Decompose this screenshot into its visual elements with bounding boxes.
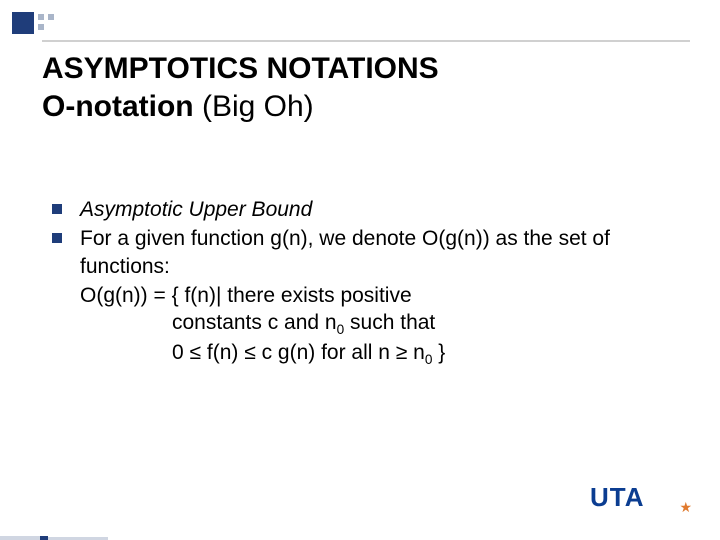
title-line-2: O-notation (Big Oh) [42, 88, 690, 126]
title-divider [42, 40, 690, 42]
uta-logo: UTA ★ [590, 482, 688, 514]
slide-title: ASYMPTOTICS NOTATIONS O-notation (Big Oh… [42, 50, 690, 125]
continuation-line: constants c and n0 such that [172, 309, 680, 339]
continuation-line: O(g(n)) = { f(n)| there exists positive [80, 282, 680, 309]
continuation-line: 0 ≤ f(n) ≤ c g(n) for all n ≥ n0 } [172, 339, 680, 369]
bullet-text: Asymptotic Upper Bound [80, 196, 312, 223]
bottom-accent [0, 532, 120, 540]
title-line-1: ASYMPTOTICS NOTATIONS [42, 50, 690, 88]
bullet-icon [52, 204, 62, 214]
bullet-text: For a given function g(n), we denote O(g… [80, 225, 680, 280]
slide-body: Asymptotic Upper Bound For a given funct… [52, 196, 680, 369]
bullet-icon [52, 233, 62, 243]
bullet-item: Asymptotic Upper Bound [52, 196, 680, 223]
star-icon: ★ [679, 499, 692, 516]
bullet-item: For a given function g(n), we denote O(g… [52, 225, 680, 280]
corner-accent [12, 12, 92, 36]
